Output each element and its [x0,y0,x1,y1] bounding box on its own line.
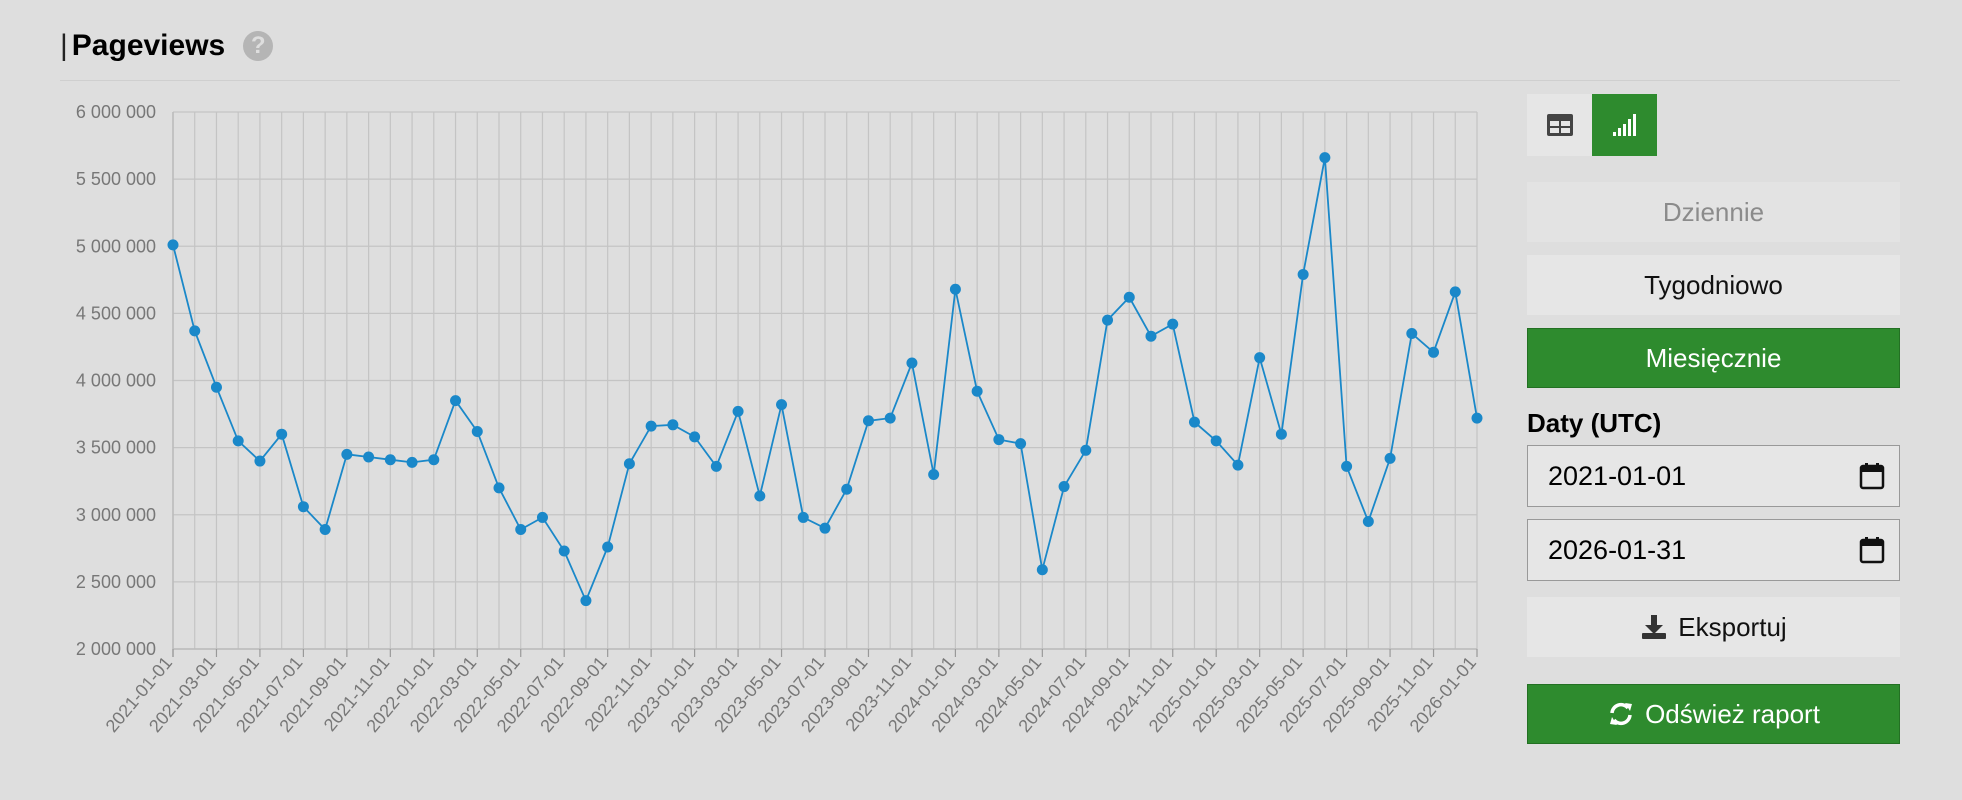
data-point [1080,444,1092,456]
data-point [580,595,592,607]
refresh-label: Odśwież raport [1645,698,1820,729]
data-point [471,426,483,438]
download-icon [1640,613,1668,641]
bar-chart-icon [1612,114,1636,136]
data-point [949,283,961,295]
start-date-value: 2021-01-01 [1548,460,1687,491]
data-point [189,325,201,337]
data-point [732,405,744,417]
y-tick-label: 4 500 000 [76,303,156,323]
y-tick-label: 3 500 000 [76,438,156,458]
data-point [1362,515,1374,527]
y-tick-label: 3 000 000 [76,505,156,525]
data-point [1036,564,1048,576]
y-tick-label: 2 000 000 [76,639,156,659]
data-point [167,239,179,251]
data-point [210,381,222,393]
data-point [363,451,375,463]
header-bar: | [60,29,68,62]
data-point [689,431,701,443]
sidebar: Dziennie Tygodniowo Miesięcznie Daty (UT… [1527,94,1900,744]
data-point [1188,416,1200,428]
data-point [558,545,570,557]
data-point [515,524,527,536]
data-point [1254,352,1266,364]
refresh-icon [1607,700,1635,728]
data-point [819,522,831,534]
data-point [993,434,1005,446]
data-point [1471,412,1483,424]
data-point [928,468,940,480]
dates-label: Daty (UTC) [1527,408,1662,438]
export-button[interactable]: Eksportuj [1527,597,1900,657]
chart-view-button[interactable] [1592,94,1657,156]
data-point [862,415,874,427]
page-title: Pageviews [71,29,226,62]
refresh-report-button[interactable]: Odśwież raport [1527,684,1900,744]
data-point [667,419,679,431]
y-tick-label: 5 000 000 [76,236,156,256]
y-tick-label: 4 000 000 [76,371,156,391]
pageviews-line-chart: 2 000 000 2 500 000 3 000 000 3 500 000 4 00… [76,102,1483,736]
daily-button[interactable]: Dziennie [1527,182,1900,242]
data-point [1449,286,1461,298]
data-point [1123,291,1135,303]
data-point [623,458,635,470]
data-point [1167,318,1179,330]
data-point [254,455,266,467]
chart-area: 2 000 000 2 500 000 3 000 000 3 500 000 4 00… [0,90,1500,800]
data-point [710,460,722,472]
header: | Pageviews ? [60,24,1900,68]
end-date-field[interactable]: 2026-01-31 [1527,519,1900,581]
data-point [276,428,288,440]
data-point [1102,314,1114,326]
y-tick-label: 6 000 000 [76,102,156,122]
divider [60,80,1900,81]
data-point [297,501,309,513]
table-view-button[interactable] [1527,94,1592,156]
end-date-value: 2026-01-31 [1548,534,1687,565]
data-point [341,448,353,460]
data-point [428,454,440,466]
data-point [971,385,983,397]
data-point [1145,330,1157,342]
data-point [841,483,853,495]
data-point [536,511,548,523]
data-point [1210,435,1222,447]
table-icon [1546,114,1573,136]
data-point [602,541,614,553]
y-tick-label: 2 500 000 [76,572,156,592]
view-toggle [1527,94,1900,156]
data-point [493,482,505,494]
data-point [645,420,657,432]
data-point [1428,346,1440,358]
data-point [776,399,788,411]
y-tick-label: 5 500 000 [76,169,156,189]
monthly-button[interactable]: Miesięcznie [1527,328,1900,388]
data-point [797,511,809,523]
data-point [1015,438,1027,450]
help-icon[interactable]: ? [243,31,274,61]
data-point [906,357,918,369]
data-point [319,524,331,536]
data-point [1232,459,1244,471]
data-point [884,412,896,424]
calendar-icon[interactable] [1859,462,1885,490]
data-point [1341,460,1353,472]
data-point [450,395,462,407]
start-date-field[interactable]: 2021-01-01 [1527,445,1900,507]
export-label: Eksportuj [1678,611,1787,642]
data-point [1058,481,1070,493]
data-point [384,454,396,466]
data-point [232,435,244,447]
data-point [406,456,418,468]
data-point [754,490,766,502]
data-point [1319,152,1331,164]
data-point [1275,428,1287,440]
weekly-button[interactable]: Tygodniowo [1527,255,1900,315]
data-point [1384,452,1396,464]
data-point [1406,328,1418,340]
calendar-icon[interactable] [1859,536,1885,564]
data-point [1297,268,1309,280]
